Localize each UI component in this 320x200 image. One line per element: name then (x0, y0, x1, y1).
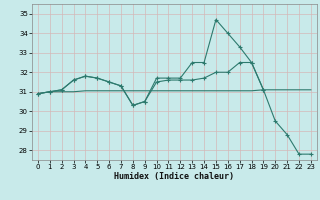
X-axis label: Humidex (Indice chaleur): Humidex (Indice chaleur) (115, 172, 234, 181)
